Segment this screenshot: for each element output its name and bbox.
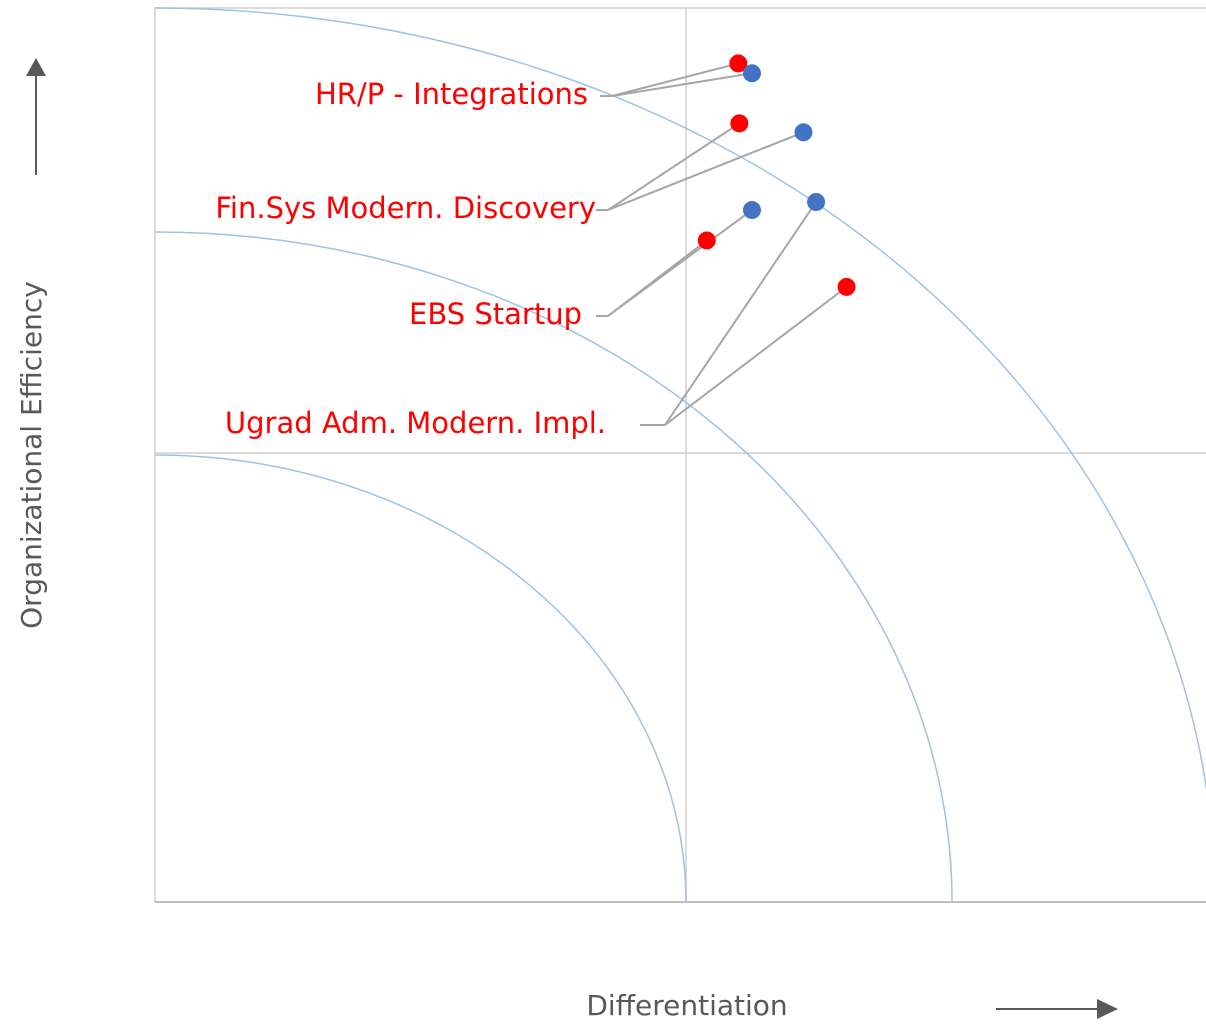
point [794, 123, 813, 142]
leader-line [664, 286, 848, 426]
point [742, 64, 761, 83]
leader-line [611, 72, 753, 97]
point [807, 192, 826, 211]
point [837, 277, 856, 296]
leader-line [664, 201, 817, 426]
leader-line [611, 62, 739, 97]
x-arrow-head [1097, 999, 1118, 1019]
annotation: HR/P - Integrations [315, 77, 588, 111]
leader-line [607, 122, 740, 211]
arc [154, 7, 1206, 791]
arc [154, 454, 687, 903]
annotation: Fin.Sys Modern. Discovery [215, 191, 596, 225]
leader-line [607, 209, 753, 317]
leader-line [607, 131, 804, 211]
arc [154, 231, 953, 903]
point [729, 54, 748, 73]
point [730, 114, 749, 133]
x-axis-label: Differentiation [586, 989, 787, 1022]
point [697, 231, 716, 250]
y-axis-label: Organizational Efficiency [15, 281, 48, 629]
point [742, 201, 761, 220]
annotation: Ugrad Adm. Modern. Impl. [225, 406, 606, 440]
y-arrow-head [26, 58, 46, 76]
annotation: EBS Startup [409, 297, 582, 331]
plot-frame [154, 7, 1206, 903]
